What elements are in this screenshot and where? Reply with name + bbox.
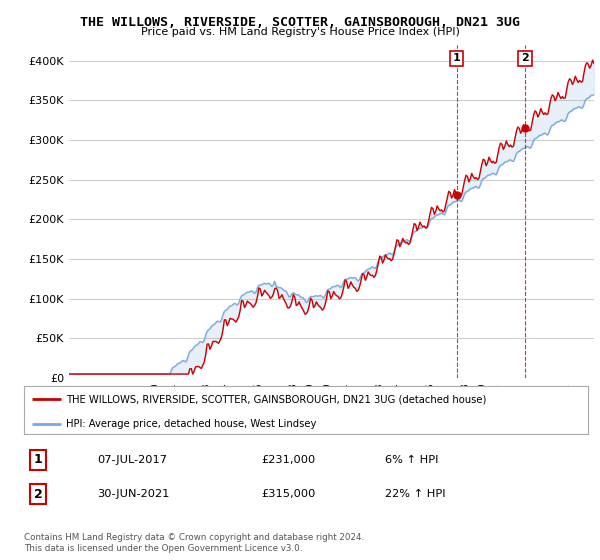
Text: 6% ↑ HPI: 6% ↑ HPI (385, 455, 439, 465)
Text: THE WILLOWS, RIVERSIDE, SCOTTER, GAINSBOROUGH, DN21 3UG: THE WILLOWS, RIVERSIDE, SCOTTER, GAINSBO… (80, 16, 520, 29)
Text: Contains HM Land Registry data © Crown copyright and database right 2024.
This d: Contains HM Land Registry data © Crown c… (24, 533, 364, 553)
Text: THE WILLOWS, RIVERSIDE, SCOTTER, GAINSBOROUGH, DN21 3UG (detached house): THE WILLOWS, RIVERSIDE, SCOTTER, GAINSBO… (66, 394, 487, 404)
Text: Price paid vs. HM Land Registry's House Price Index (HPI): Price paid vs. HM Land Registry's House … (140, 27, 460, 37)
Text: 2: 2 (34, 488, 43, 501)
Text: 1: 1 (34, 453, 43, 466)
Text: 07-JUL-2017: 07-JUL-2017 (97, 455, 167, 465)
Text: £231,000: £231,000 (261, 455, 315, 465)
Text: 30-JUN-2021: 30-JUN-2021 (97, 489, 170, 500)
Text: HPI: Average price, detached house, West Lindsey: HPI: Average price, detached house, West… (66, 418, 317, 428)
Text: 22% ↑ HPI: 22% ↑ HPI (385, 489, 446, 500)
Text: 2: 2 (521, 53, 529, 63)
Text: 1: 1 (453, 53, 461, 63)
Text: £315,000: £315,000 (261, 489, 315, 500)
